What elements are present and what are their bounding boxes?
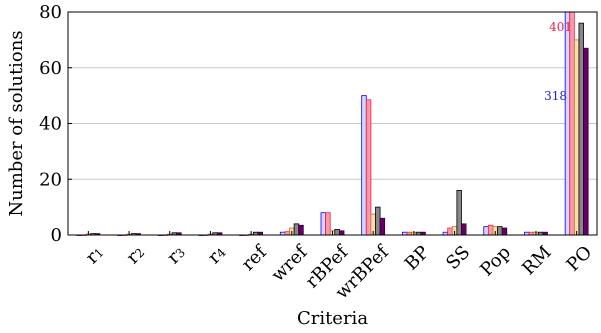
bar-rBPef-series-4 <box>334 229 340 236</box>
annotation-318: 318 <box>544 89 567 103</box>
y-axis-label: Number of solutions <box>6 30 27 216</box>
x-tick-label-BP: BP <box>401 242 434 275</box>
x-tick-label-ref: ref <box>238 241 272 275</box>
x-tick-label-PO: PO <box>562 242 596 276</box>
bars <box>76 11 589 236</box>
y-tick-label: 80 <box>39 2 62 23</box>
y-axis-ticks: 0 20 40 60 80 <box>39 2 72 246</box>
annotation-401: 401 <box>549 20 572 34</box>
bar-wref-series-5 <box>298 224 304 236</box>
bar-SS-series-5 <box>461 223 467 236</box>
grid-lines <box>68 67 597 180</box>
y-tick-label: 0 <box>51 225 62 246</box>
x-axis-label: Criteria <box>297 308 368 329</box>
x-tick-label-Pop: Pop <box>476 242 515 281</box>
bar-SS-series-4 <box>456 189 462 236</box>
bar-wref-series-4 <box>293 223 300 236</box>
bar-wrBPef-series-4 <box>375 206 381 236</box>
bar-Pop-series-4 <box>497 226 503 236</box>
bar-rBPef-series-2 <box>325 212 331 236</box>
bar-Pop-series-2 <box>487 224 494 236</box>
bar-SS-series-2 <box>447 227 453 236</box>
bar-PO-series-1 <box>564 11 571 236</box>
x-tick-label-r3: r3 <box>163 242 189 268</box>
x-tick-label-r4: r4 <box>204 241 231 268</box>
annotations: 401 318 <box>544 20 572 103</box>
y-tick-label: 40 <box>39 114 62 135</box>
x-tick-label-RM: RM <box>518 242 555 279</box>
bar-rBPef-series-1 <box>320 212 326 236</box>
y-tick-label: 60 <box>39 58 62 79</box>
bar-Pop-series-1 <box>483 226 489 236</box>
x-tick-label-r1: r1 <box>82 242 108 268</box>
x-tick-label-r2: r2 <box>122 242 148 268</box>
y-tick-label: 20 <box>39 169 62 190</box>
bar-PO-series-4 <box>578 22 584 236</box>
bar-PO-series-5 <box>583 47 589 236</box>
bar-wrBPef-series-1 <box>361 95 367 236</box>
bar-wrBPef-series-5 <box>379 217 386 236</box>
bar-Pop-series-5 <box>501 227 508 236</box>
bar-PO-series-3 <box>573 39 580 236</box>
bar-wrBPef-series-2 <box>365 99 372 236</box>
bar-PO-series-2 <box>569 11 575 236</box>
bar-rBPef-series-5 <box>338 230 345 236</box>
bar-wref-series-2 <box>284 231 290 236</box>
x-tick-label-SS: SS <box>442 242 474 274</box>
